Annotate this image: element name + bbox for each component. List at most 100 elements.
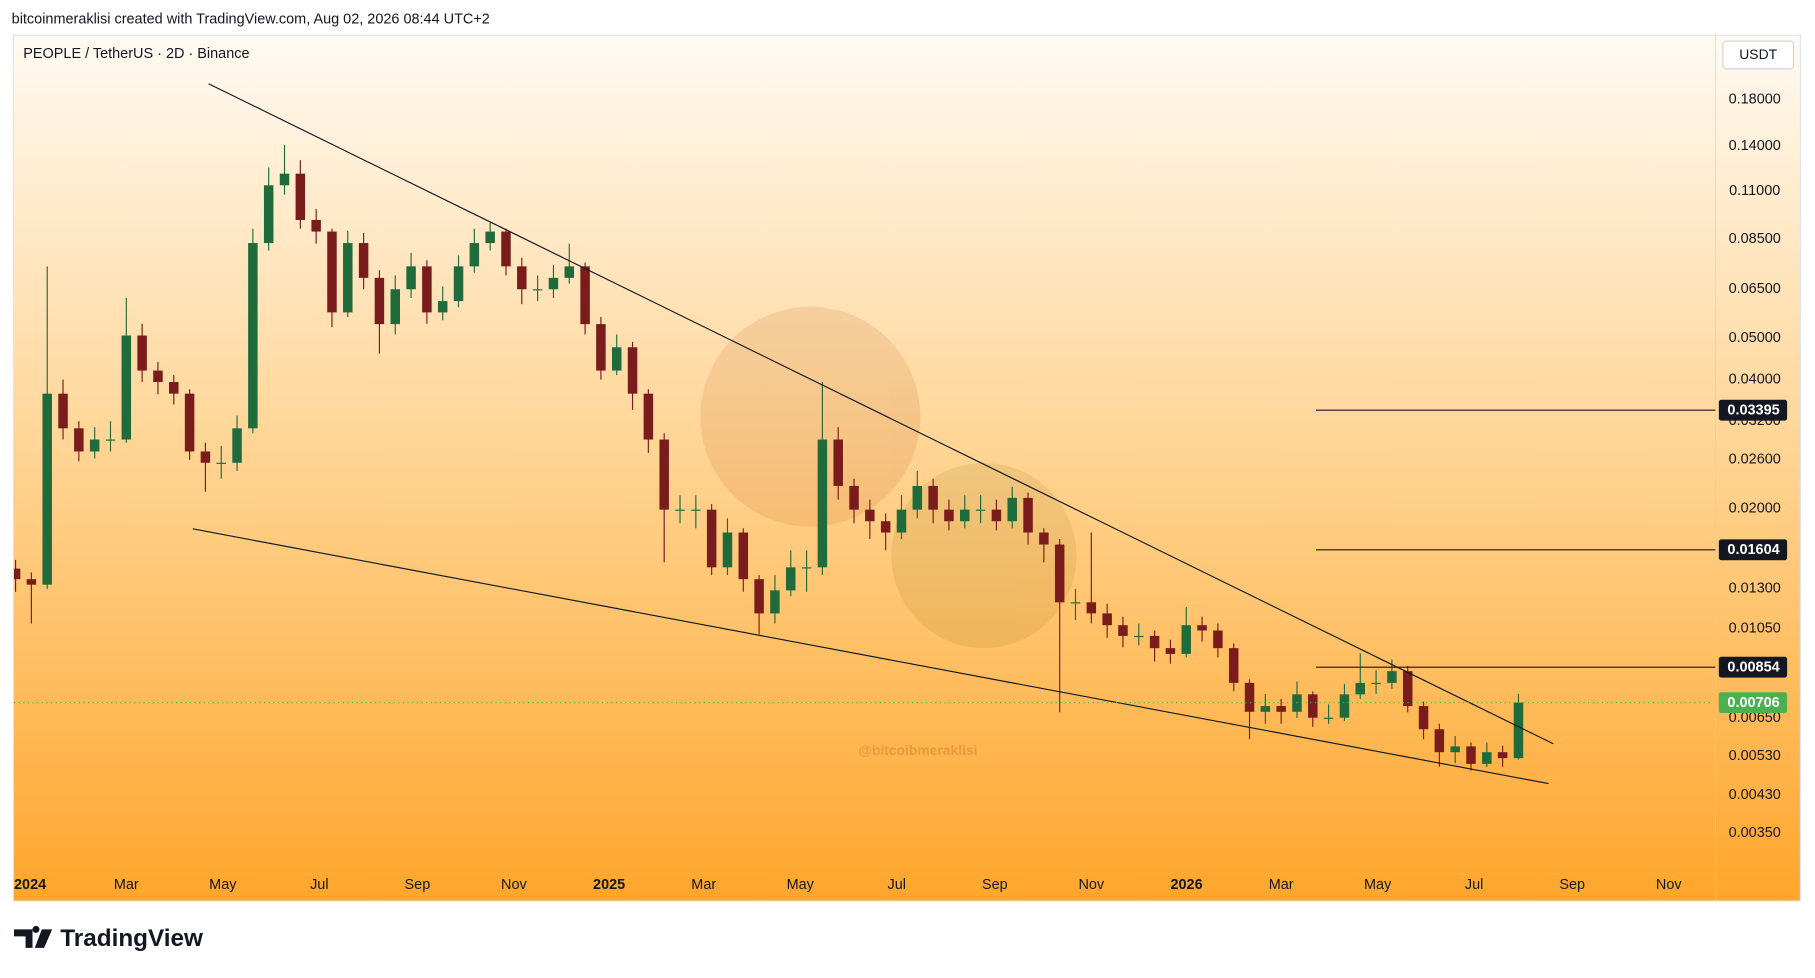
candle-body (1323, 717, 1334, 719)
x-tick-label: Jul (1465, 877, 1483, 893)
x-tick-label: Mar (1269, 877, 1294, 893)
candle-body (1134, 635, 1144, 638)
candle-body (295, 173, 306, 220)
candle-body (786, 567, 796, 591)
x-tick-label: Sep (982, 877, 1008, 893)
level-label: 0.03395 (1727, 403, 1779, 419)
y-tick-label: 0.08500 (1729, 231, 1781, 247)
chart-title: PEOPLE / TetherUS · 2D · Binance (23, 46, 249, 62)
currency-label: USDT (1739, 46, 1777, 62)
candle-body (437, 301, 448, 313)
credit: bitcoinmeraklisi created with TradingVie… (12, 11, 490, 27)
candle-body (153, 370, 163, 382)
x-tick-label: Jul (887, 877, 905, 893)
candle-body (1308, 694, 1318, 718)
candle-body (944, 509, 954, 522)
candle-body (453, 266, 464, 302)
candle-body (374, 277, 385, 325)
y-tick-label: 0.02000 (1729, 501, 1781, 517)
candle-body (422, 266, 432, 313)
candle-body (659, 439, 669, 510)
candle-body (1023, 497, 1033, 533)
candle-body (74, 428, 84, 452)
candle-body (1149, 635, 1160, 649)
candle-body (1339, 694, 1350, 718)
last-price-label: 0.00706 (1727, 695, 1779, 711)
currency-button[interactable] (1722, 40, 1795, 70)
candle-body (121, 335, 132, 440)
candle-body (643, 393, 654, 440)
y-tick-label: 0.05000 (1729, 330, 1781, 346)
x-tick-label: May (787, 877, 815, 893)
x-tick-label: Sep (1559, 877, 1585, 893)
candle-body (1039, 532, 1049, 545)
last-price-box (1718, 692, 1788, 714)
x-tick-label: 2025 (593, 877, 625, 893)
candle-body (849, 485, 859, 510)
candle-body (169, 381, 179, 394)
candle-body (517, 266, 527, 290)
candle-body (1276, 706, 1286, 712)
candle-body (1244, 682, 1255, 712)
brand: TradingView (60, 925, 203, 952)
candle-body (975, 509, 986, 511)
plot-area (13, 83, 1716, 785)
x-tick-label: Mar (114, 877, 139, 893)
candle-body (991, 509, 1002, 522)
candle-body (263, 185, 274, 244)
candle-body (1213, 630, 1223, 649)
x-tick-label: Sep (405, 877, 431, 893)
level-label: 0.00854 (1727, 660, 1779, 676)
tradingview-logo: TradingView (13, 925, 203, 952)
x-tick-label: Nov (501, 877, 527, 893)
candle-body (1260, 706, 1271, 712)
candle-body (1371, 682, 1381, 685)
candle-body (13, 568, 21, 580)
candle-body (1007, 497, 1017, 522)
y-tick-label: 0.00650 (1729, 710, 1781, 726)
candle-body (1513, 702, 1524, 759)
trend-line (192, 528, 1549, 785)
candle-body (801, 567, 812, 569)
candle-body (1355, 682, 1366, 695)
candle-body (137, 335, 147, 371)
candle-body (1197, 625, 1207, 631)
candle-body (817, 439, 828, 568)
y-tick-label: 0.14000 (1729, 138, 1781, 154)
candle-body (580, 266, 590, 325)
candle-body (279, 173, 290, 186)
candle-body (42, 393, 52, 585)
candle-body (26, 579, 37, 585)
y-tick-label: 0.00430 (1729, 787, 1781, 803)
candle-body (200, 451, 211, 463)
candle-body (1450, 746, 1460, 753)
candle-body (216, 462, 226, 464)
candle-body (1482, 752, 1492, 764)
candle-body (311, 219, 321, 232)
y-tick-label: 0.02600 (1729, 452, 1781, 468)
candle-body (1054, 544, 1065, 603)
level-label-box (1718, 656, 1788, 678)
candle-body (691, 509, 701, 511)
candle-body (1118, 625, 1128, 636)
candle-body (928, 485, 938, 510)
candle-body (1228, 648, 1239, 683)
y-tick-label: 0.04000 (1729, 371, 1781, 387)
candle-body (770, 590, 780, 614)
candle-body (754, 579, 764, 614)
candle-body (248, 243, 258, 429)
x-tick-label: Mar (691, 877, 716, 893)
candle-body (1102, 613, 1112, 626)
level-label: 0.01604 (1727, 542, 1779, 558)
y-tick-label: 0.06500 (1729, 281, 1781, 297)
x-tick-label: May (209, 877, 237, 893)
y-tick-label: 0.01300 (1729, 581, 1781, 597)
candle-body (1387, 671, 1397, 683)
candle-body (1466, 746, 1476, 764)
candle-body (675, 509, 685, 511)
trend-line (208, 83, 1554, 745)
y-tick-label: 0.18000 (1729, 91, 1781, 107)
level-label-box (1718, 539, 1788, 561)
candle-body (58, 393, 68, 429)
